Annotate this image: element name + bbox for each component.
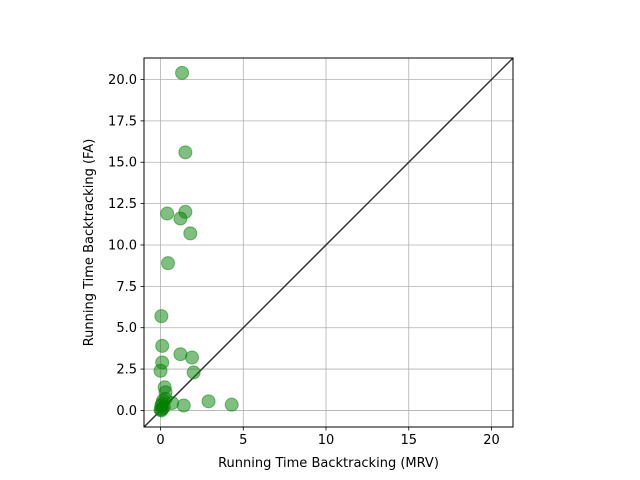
y-tick-label: 12.5 xyxy=(108,197,137,212)
y-axis-ticks: 0.0 2.5 5.0 7.5 10.0 12.5 15.0 17.5 20.0 xyxy=(108,73,144,419)
data-point xyxy=(160,256,175,271)
x-tick-label: 15 xyxy=(400,433,417,448)
y-tick-label: 5.0 xyxy=(116,321,137,336)
data-point xyxy=(155,401,170,416)
data-point xyxy=(186,365,201,380)
data-point xyxy=(154,309,169,324)
identity-line xyxy=(143,57,514,428)
data-point xyxy=(183,226,198,241)
x-axis-label: Running Time Backtracking (MRV) xyxy=(218,456,439,471)
diagonal-reference-line xyxy=(143,57,514,428)
x-tick-label: 20 xyxy=(483,433,500,448)
y-tick-label: 2.5 xyxy=(116,363,137,378)
data-point xyxy=(155,338,170,353)
x-tick-label: 10 xyxy=(318,433,335,448)
y-axis-label: Running Time Backtracking (FA) xyxy=(82,139,97,347)
data-point xyxy=(176,398,191,413)
y-tick-label: 10.0 xyxy=(108,238,137,253)
data-point xyxy=(173,211,188,226)
data-point xyxy=(224,397,239,412)
y-tick-label: 17.5 xyxy=(108,114,137,129)
x-tick-label: 5 xyxy=(239,433,247,448)
x-axis-ticks: 0 5 10 15 20 xyxy=(156,427,500,448)
data-point xyxy=(173,347,188,362)
grid-lines xyxy=(144,58,513,427)
y-tick-label: 20.0 xyxy=(108,73,137,88)
data-point xyxy=(175,65,190,80)
data-point xyxy=(153,363,168,378)
x-tick-label: 0 xyxy=(156,433,164,448)
plot-area-frame xyxy=(143,57,514,428)
y-tick-label: 7.5 xyxy=(116,280,137,295)
y-tick-label: 0.0 xyxy=(116,404,137,419)
y-tick-label: 15.0 xyxy=(108,156,137,171)
scatter-points xyxy=(153,65,239,418)
data-point xyxy=(201,394,216,409)
data-point xyxy=(160,206,175,221)
data-point xyxy=(178,145,193,160)
data-point xyxy=(184,350,199,365)
